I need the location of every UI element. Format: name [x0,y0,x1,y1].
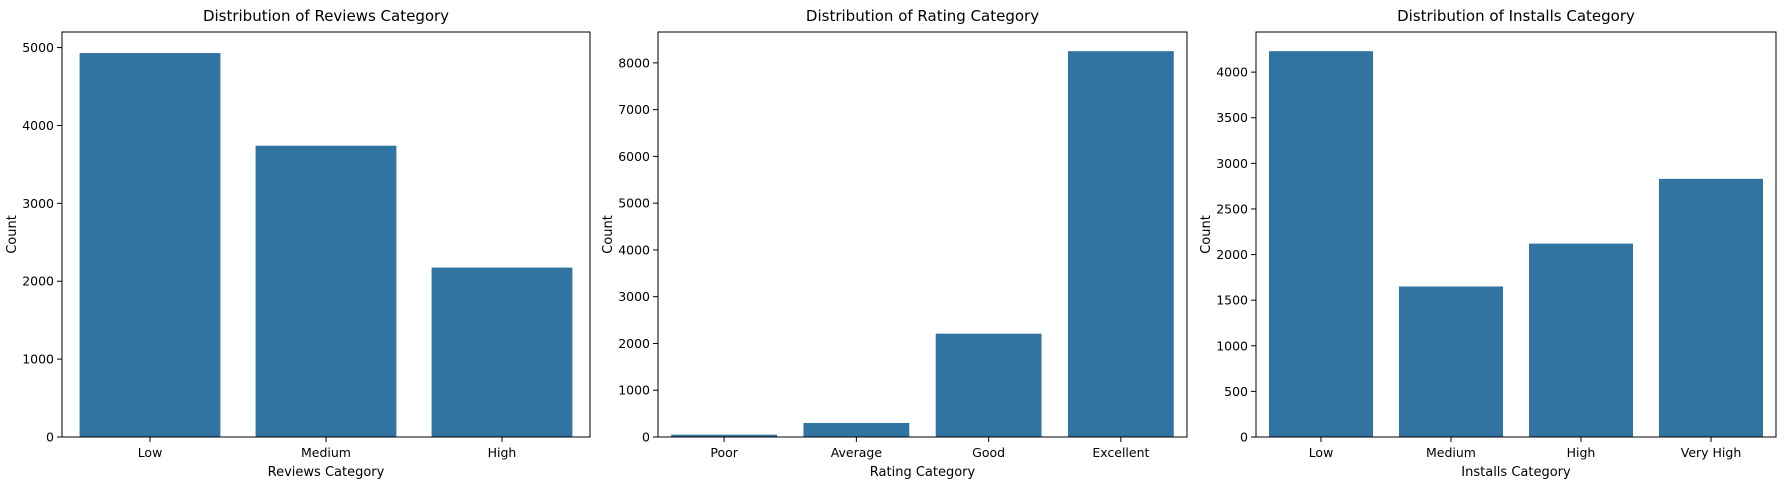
y-tick-label: 3000 [1216,156,1248,171]
y-axis-label: Count [1199,215,1214,254]
y-tick-label: 0 [642,430,650,445]
y-tick-label: 1000 [22,352,54,367]
bar-excellent [1067,51,1174,437]
y-tick-label: 1000 [1216,338,1248,353]
plot-frame [1255,31,1777,438]
x-tick-label: High [488,445,517,460]
y-tick-label: 3500 [1216,110,1248,125]
x-axis-label: Installs Category [1461,465,1571,480]
y-tick-label: 5000 [618,196,650,211]
chart-panel-2: 0 1000 2000 3000 4000 5000 6000 7000 8000 Poor Ave… [601,7,1188,480]
chart-title: Distribution of Reviews Category [203,7,449,25]
y-tick-label: 3000 [22,196,54,211]
x-tick-label: High [1567,445,1596,460]
plot-frame [657,31,1188,438]
x-tick-label: Medium [1426,445,1476,460]
y-tick-label: 2000 [1216,247,1248,262]
chart-panel-3: 0 500 1000 1500 2000 2500 3000 3500 4000 Low Mediu… [1199,7,1777,480]
bar-low [79,53,221,438]
y-tick-label: 2000 [618,336,650,351]
y-tick-label: 4000 [618,242,650,257]
x-axis-label: Rating Category [870,465,976,480]
bar-good [935,333,1042,437]
bar-average [803,422,910,437]
bar-medium [255,145,397,437]
bar-low [1269,51,1373,438]
chart-title: Distribution of Rating Category [806,7,1039,25]
y-tick-label: 0 [46,430,54,445]
bar-high [431,267,573,437]
x-tick-label: Very High [1681,445,1742,460]
bar-poor [671,434,778,437]
y-tick-label: 8000 [618,55,650,70]
y-tick-label: 7000 [618,102,650,117]
y-tick-label: 4000 [22,118,54,133]
y-tick-label: 5000 [22,40,54,55]
y-tick-label: 2000 [22,274,54,289]
bar-high [1529,243,1633,437]
x-tick-label: Average [831,445,883,460]
bar-very-high [1659,178,1763,438]
y-tick-label: 500 [1224,384,1248,399]
chart-title: Distribution of Installs Category [1397,7,1635,25]
y-tick-label: 6000 [618,149,650,164]
x-tick-label: Low [138,445,163,460]
x-axis-label: Reviews Category [268,465,385,480]
x-tick-label: Low [1309,445,1334,460]
y-tick-label: 0 [1240,430,1248,445]
y-tick-label: 1000 [618,383,650,398]
x-tick-label: Excellent [1092,445,1149,460]
y-axis-label: Count [5,215,20,254]
y-tick-label: 3000 [618,289,650,304]
x-tick-label: Poor [710,445,738,460]
y-axis-label: Count [601,215,616,254]
x-tick-label: Medium [301,445,351,460]
x-tick-label: Good [972,445,1005,460]
y-tick-label: 4000 [1216,65,1248,80]
y-tick-label: 1500 [1216,293,1248,308]
y-tick-label: 2500 [1216,201,1248,216]
chart-panel-1: 0 1000 2000 3000 4000 5000 Low Medium High Distri… [5,7,591,480]
bar-medium [1399,286,1503,437]
